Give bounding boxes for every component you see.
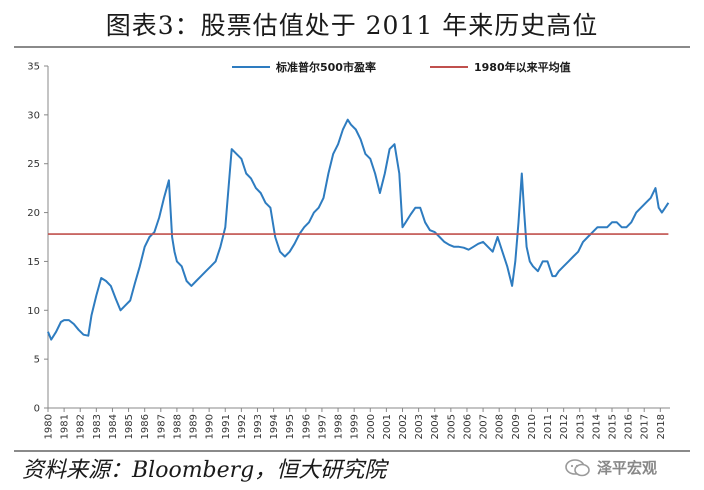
y-tick-label: 35	[27, 62, 40, 73]
legend-label-average: 1980年以来平均值	[474, 60, 571, 74]
bottom-divider	[14, 450, 690, 452]
x-tick-label: 2004	[430, 414, 441, 439]
pe-ratio-line	[47, 118, 670, 341]
x-tick-label: 1995	[285, 414, 296, 439]
x-tick-label: 1983	[92, 414, 103, 439]
x-tick-label: 2008	[495, 414, 506, 439]
x-tick-label: 2013	[575, 414, 586, 439]
chart-title: 图表3：股票估值处于 2011 年来历史高位	[105, 11, 599, 40]
x-tick-label: 2011	[543, 414, 554, 439]
source-note: 资料来源：Bloomberg，恒大研究院	[22, 458, 387, 483]
x-tick-label: 2009	[511, 414, 522, 439]
y-tick-label: 5	[34, 355, 40, 366]
x-tick-label: 2015	[607, 414, 618, 439]
x-tick-label: 1986	[140, 414, 151, 439]
x-tick-label: 1980	[44, 414, 55, 439]
x-tick-label: 2012	[559, 414, 570, 439]
x-tick-label: 1991	[221, 414, 232, 439]
x-tick-label: 1993	[253, 414, 264, 439]
watermark: 泽平宏观	[565, 457, 657, 478]
x-tick-label: 1992	[237, 414, 248, 439]
y-tick-label: 10	[27, 306, 40, 317]
y-tick-label: 0	[34, 404, 40, 415]
x-tick-label: 2001	[382, 414, 393, 439]
x-tick-label: 2017	[640, 414, 651, 439]
y-tick-label: 20	[27, 208, 40, 219]
x-tick-label: 2018	[656, 414, 667, 439]
x-tick-label: 1997	[317, 414, 328, 439]
y-tick-label: 25	[27, 159, 40, 170]
legend-label-pe: 标准普尔500市盈率	[275, 60, 376, 74]
x-tick-label: 2010	[527, 414, 538, 439]
y-tick-label: 30	[27, 110, 40, 121]
x-tick-label: 1994	[269, 414, 280, 439]
x-tick-label: 2005	[446, 414, 457, 439]
x-tick-label: 1987	[156, 414, 167, 439]
x-tick-label: 1982	[76, 414, 87, 439]
x-tick-label: 2006	[462, 414, 473, 439]
wechat-icon	[565, 458, 590, 476]
x-tick-label: 2000	[366, 414, 377, 439]
x-tick-label: 2016	[624, 414, 635, 439]
x-tick-label: 1990	[205, 414, 216, 439]
x-tick-label: 1998	[334, 414, 345, 439]
y-tick-label: 15	[27, 257, 40, 268]
x-tick-label: 2002	[398, 414, 409, 439]
x-tick-label: 1989	[189, 414, 200, 439]
x-tick-label: 1985	[124, 414, 135, 439]
top-divider	[14, 46, 690, 48]
watermark-text: 泽平宏观	[597, 459, 658, 477]
x-tick-label: 1988	[172, 414, 183, 439]
x-tick-label: 2007	[479, 414, 490, 439]
x-tick-label: 1999	[350, 414, 361, 439]
x-tick-label: 1996	[301, 414, 312, 439]
x-tick-label: 1984	[108, 414, 119, 439]
x-tick-label: 1981	[60, 414, 71, 439]
x-tick-label: 2003	[414, 414, 425, 439]
pe-line-chart: 0 5 10 15 20 25 30 35 1980 1981 1982 1983 1984 1985 19…	[27, 60, 670, 439]
x-tick-label: 2014	[591, 414, 602, 439]
